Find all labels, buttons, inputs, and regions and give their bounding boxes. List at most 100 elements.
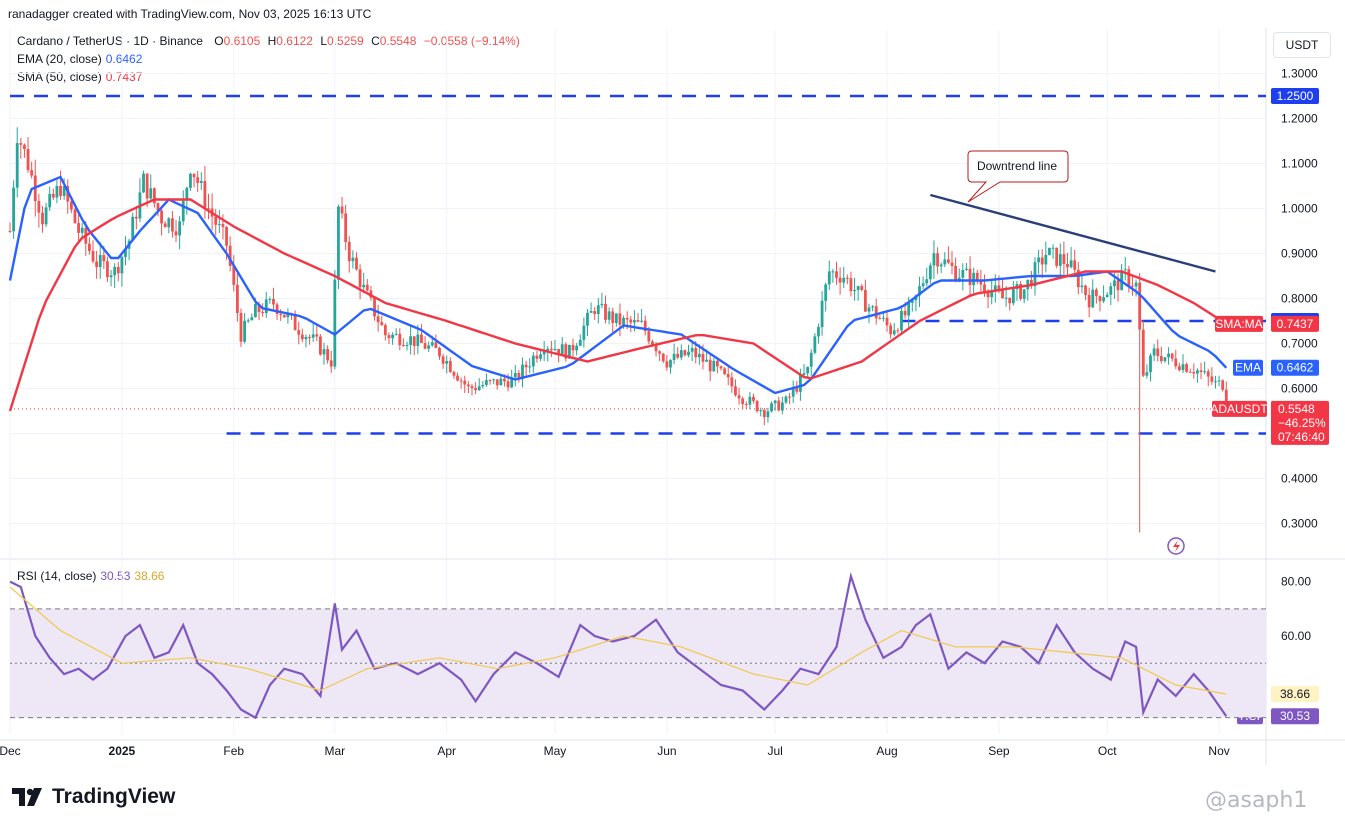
candle-body bbox=[1138, 282, 1142, 330]
candle-body bbox=[553, 348, 557, 351]
downtrend-line[interactable] bbox=[930, 193, 1216, 273]
legend-rsi[interactable]: RSI (14, close) 30.53 38.66 bbox=[17, 569, 164, 583]
level-tag-label: 0.7500 bbox=[1277, 314, 1314, 328]
legend-sma-label: SMA (50, close) bbox=[17, 70, 102, 84]
legend-ema[interactable]: EMA (20, close) 0.6462 bbox=[17, 52, 142, 66]
rsi-ma-name-tag[interactable] bbox=[1183, 686, 1263, 703]
candle-body bbox=[1001, 290, 1004, 299]
candle-body bbox=[535, 355, 539, 359]
legend-symbol[interactable]: Cardano / TetherUS · 1D · Binance bbox=[17, 34, 203, 48]
candle-body bbox=[766, 411, 770, 418]
x-tick-label: Sep bbox=[988, 744, 1010, 758]
candle-body bbox=[167, 218, 171, 228]
candle-body bbox=[207, 208, 210, 210]
candle-body bbox=[531, 355, 535, 367]
legend-sma[interactable]: SMA (50, close) 0.7437 bbox=[17, 70, 142, 84]
candle-body bbox=[181, 200, 185, 222]
candle-body bbox=[669, 360, 672, 368]
candle-body bbox=[127, 240, 131, 249]
ma-value-tag[interactable] bbox=[1271, 359, 1319, 376]
candle-body bbox=[59, 185, 62, 196]
candle-body bbox=[712, 360, 716, 372]
candle-body bbox=[806, 366, 810, 374]
trendline-callout-label: Downtrend line bbox=[977, 159, 1057, 173]
candle-body bbox=[1177, 366, 1181, 371]
legend-close-label: C bbox=[371, 34, 380, 48]
candle-body bbox=[1116, 280, 1120, 291]
candle-body bbox=[1022, 289, 1026, 299]
ma-name-tag[interactable] bbox=[1215, 315, 1263, 332]
candle-body bbox=[8, 231, 12, 232]
x-tick-label: May bbox=[544, 744, 567, 758]
candle-body bbox=[1206, 371, 1210, 377]
candle-body bbox=[625, 317, 629, 320]
legend-ema-value: 0.6462 bbox=[105, 52, 143, 66]
candle-body bbox=[755, 400, 759, 412]
candle-body bbox=[918, 286, 921, 296]
candle-body bbox=[272, 298, 275, 305]
candle-body bbox=[1076, 269, 1080, 288]
candle-body bbox=[784, 396, 788, 403]
ma-name-tag[interactable] bbox=[1233, 359, 1263, 376]
candle-body bbox=[871, 306, 874, 308]
candle-body bbox=[362, 284, 366, 288]
candle-body bbox=[1123, 269, 1127, 271]
currency-button[interactable]: USDT bbox=[1273, 32, 1331, 58]
candle-body bbox=[878, 318, 882, 320]
candle-body bbox=[474, 388, 477, 391]
candle-body bbox=[286, 313, 290, 318]
candle-body bbox=[762, 410, 766, 418]
candle-body bbox=[741, 398, 745, 404]
rsi-ma-value-tag[interactable] bbox=[1271, 686, 1319, 703]
candle-body bbox=[405, 344, 409, 346]
candle-body bbox=[77, 223, 80, 233]
flash-icon[interactable] bbox=[1167, 537, 1185, 555]
candle-body bbox=[171, 218, 174, 232]
x-tick-label: Apr bbox=[437, 744, 456, 758]
candle-body bbox=[412, 336, 416, 346]
candle-body bbox=[358, 269, 362, 288]
candle-body bbox=[84, 227, 88, 244]
symbol-price-tag[interactable] bbox=[1212, 400, 1267, 417]
candle-body bbox=[708, 359, 712, 372]
candle-body bbox=[596, 305, 600, 314]
candle-body bbox=[990, 291, 994, 298]
candle-body bbox=[495, 379, 499, 386]
trendline-callout[interactable] bbox=[967, 150, 1069, 203]
candle-body bbox=[1149, 355, 1152, 373]
candle-body bbox=[466, 384, 470, 387]
candle-body bbox=[575, 345, 579, 351]
candle-body bbox=[1058, 254, 1062, 266]
level-tag[interactable] bbox=[1271, 88, 1319, 104]
candle-body bbox=[622, 317, 625, 325]
candle-body bbox=[73, 209, 77, 224]
candle-body bbox=[950, 262, 954, 266]
candle-body bbox=[1203, 371, 1207, 373]
level-tag[interactable] bbox=[1271, 425, 1319, 442]
last-price-tag[interactable] bbox=[1271, 400, 1329, 445]
sma-line bbox=[8, 198, 1227, 412]
candle-body bbox=[402, 345, 405, 347]
candle-body bbox=[853, 290, 856, 292]
candle-body bbox=[1163, 357, 1167, 362]
candle-body bbox=[907, 302, 911, 316]
rsi-value-tag-label: 30.53 bbox=[1280, 709, 1310, 723]
level-tag[interactable] bbox=[1271, 313, 1319, 329]
candle-body bbox=[903, 310, 907, 316]
candle-body bbox=[860, 286, 864, 290]
candle-body bbox=[965, 268, 968, 270]
rsi-value-tag[interactable] bbox=[1271, 708, 1319, 725]
candle-body bbox=[593, 311, 597, 314]
candle-body bbox=[109, 275, 113, 278]
candle-body bbox=[578, 339, 582, 346]
ma-value-tag[interactable] bbox=[1271, 315, 1319, 332]
candle-body bbox=[1145, 372, 1149, 376]
rsi-name-tag[interactable] bbox=[1237, 708, 1263, 725]
candle-body bbox=[452, 372, 456, 376]
candle-body bbox=[228, 245, 232, 266]
last-price-value: 0.5548 bbox=[1278, 402, 1315, 416]
candle-body bbox=[744, 403, 748, 405]
tradingview-brand[interactable]: TradingView bbox=[12, 785, 175, 809]
candle-body bbox=[1030, 279, 1033, 287]
